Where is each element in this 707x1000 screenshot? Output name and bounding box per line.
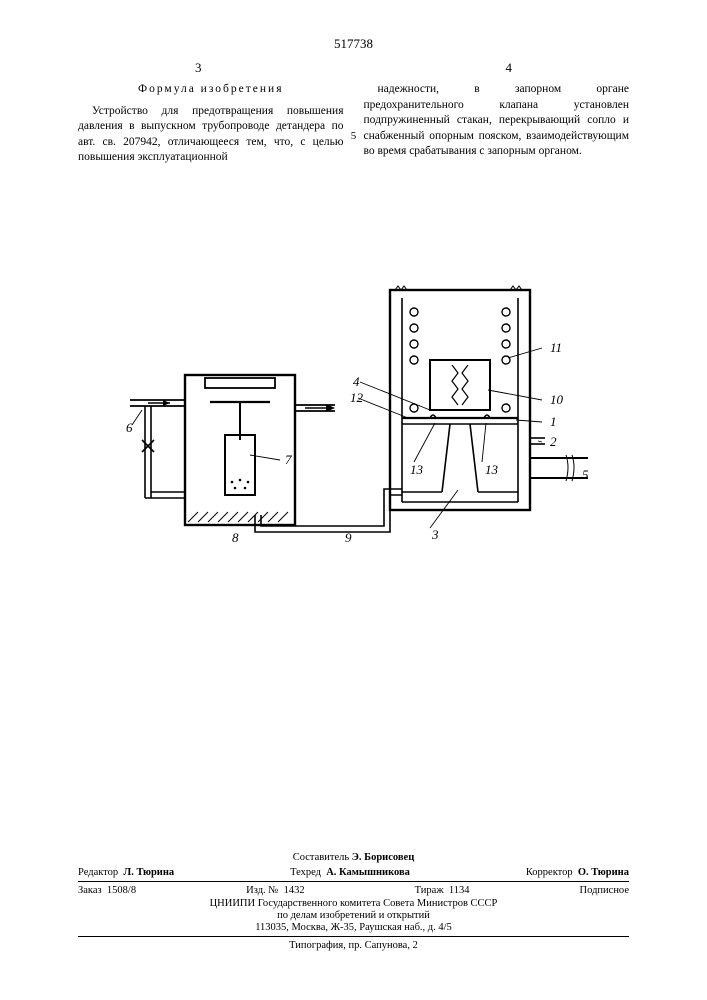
- patent-number: 517738: [334, 36, 373, 52]
- left-column-text: Устройство для предотвращения повышения …: [78, 104, 344, 166]
- compiler-label: Составитель: [293, 852, 349, 863]
- svg-text:9: 9: [345, 530, 352, 545]
- org-line-2: по делам изобретений и открытий: [78, 910, 629, 921]
- svg-text:11: 11: [550, 340, 562, 355]
- svg-text:4: 4: [353, 374, 360, 389]
- compiler-name: Э. Борисовец: [352, 852, 414, 863]
- line-number-marker: 5: [351, 130, 357, 142]
- order-number: 1508/8: [107, 885, 136, 896]
- typography-line: Типография, пр. Сапунова, 2: [78, 940, 629, 951]
- editor-label: Редактор: [78, 867, 118, 878]
- org-line-1: ЦНИИПИ Государственного комитета Совета …: [78, 898, 629, 909]
- svg-text:2: 2: [550, 434, 557, 449]
- right-column: надежности, в запорном органе предохрани…: [364, 82, 630, 166]
- techred-name: А. Камышникова: [326, 867, 410, 878]
- svg-text:5: 5: [582, 467, 589, 482]
- order-label: Заказ: [78, 885, 102, 896]
- techred-label: Техред: [290, 867, 321, 878]
- svg-text:10: 10: [550, 392, 564, 407]
- tirazh-label: Тираж: [415, 885, 444, 896]
- address-line: 113035, Москва, Ж-35, Раушская наб., д. …: [78, 922, 629, 933]
- tirazh-number: 1134: [449, 885, 470, 896]
- podpisnoe: Подписное: [580, 885, 629, 896]
- text-columns: Формула изобретения Устройство для предо…: [78, 82, 629, 166]
- left-column: Формула изобретения Устройство для предо…: [78, 82, 344, 166]
- formula-title: Формула изобретения: [78, 82, 344, 98]
- svg-text:1: 1: [550, 414, 557, 429]
- corrector-label: Корректор: [526, 867, 573, 878]
- svg-text:13: 13: [485, 462, 499, 477]
- editor-name: Л. Тюрина: [123, 867, 174, 878]
- footer: Составитель Э. Борисовец Редактор Л. Тюр…: [78, 852, 629, 952]
- svg-text:8: 8: [232, 530, 239, 545]
- column-number-left: 3: [195, 60, 202, 76]
- column-number-right: 4: [506, 60, 513, 76]
- svg-text:13: 13: [410, 462, 424, 477]
- svg-text:7: 7: [285, 452, 292, 467]
- izd-label: Изд. №: [246, 885, 278, 896]
- corrector-name: О. Тюрина: [578, 867, 629, 878]
- right-column-text: надежности, в запорном органе предохрани…: [364, 82, 630, 160]
- svg-text:6: 6: [126, 420, 133, 435]
- izd-number: 1432: [284, 885, 305, 896]
- svg-text:12: 12: [350, 390, 364, 405]
- svg-text:3: 3: [431, 527, 439, 542]
- schematic-diagram: 11 10 1 2 5 4 12 13 13 3 9 8 7 6: [90, 230, 610, 600]
